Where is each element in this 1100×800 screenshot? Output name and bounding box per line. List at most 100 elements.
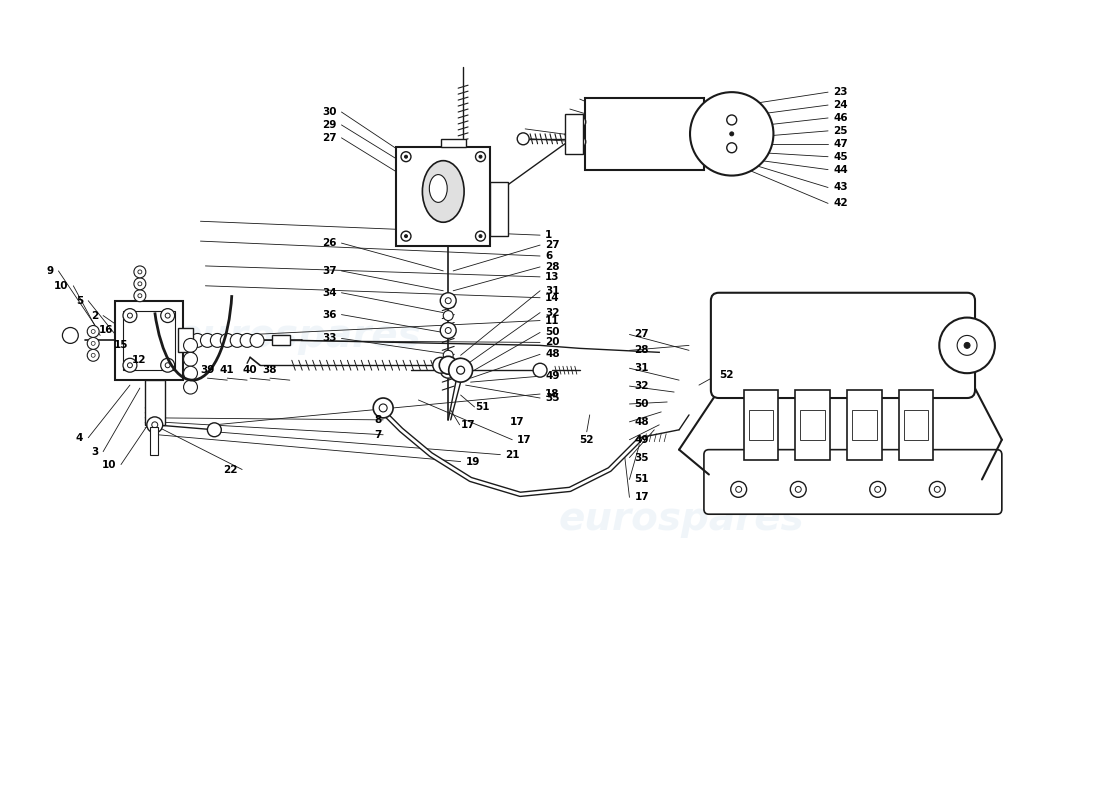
Circle shape xyxy=(934,486,940,492)
Circle shape xyxy=(795,486,801,492)
Circle shape xyxy=(123,309,136,322)
Text: 26: 26 xyxy=(322,238,337,248)
Text: 47: 47 xyxy=(833,138,848,149)
Circle shape xyxy=(402,152,411,162)
Text: 8: 8 xyxy=(374,415,382,425)
Circle shape xyxy=(517,133,529,145)
Bar xyxy=(116,301,183,380)
Circle shape xyxy=(402,231,411,241)
Circle shape xyxy=(146,417,163,433)
Circle shape xyxy=(128,362,132,368)
Circle shape xyxy=(405,234,407,238)
Text: 46: 46 xyxy=(833,113,848,123)
Text: 15: 15 xyxy=(113,340,128,350)
Text: 41: 41 xyxy=(220,366,234,375)
Bar xyxy=(150,427,157,454)
Text: 12: 12 xyxy=(131,355,146,366)
Bar xyxy=(396,146,491,246)
Text: 44: 44 xyxy=(833,165,848,174)
Circle shape xyxy=(690,92,773,175)
Circle shape xyxy=(494,222,504,231)
Text: 37: 37 xyxy=(322,266,337,276)
Circle shape xyxy=(729,132,734,136)
Bar xyxy=(744,390,779,459)
Circle shape xyxy=(790,482,806,498)
Text: 29: 29 xyxy=(322,120,337,130)
Text: 17: 17 xyxy=(635,492,649,502)
Circle shape xyxy=(496,194,500,198)
Circle shape xyxy=(87,350,99,362)
Text: 27: 27 xyxy=(322,133,337,143)
Circle shape xyxy=(184,338,198,352)
Text: 42: 42 xyxy=(833,198,848,208)
Text: 45: 45 xyxy=(833,152,848,162)
Circle shape xyxy=(496,210,500,214)
Text: 20: 20 xyxy=(544,338,560,347)
Circle shape xyxy=(730,482,747,498)
Text: 21: 21 xyxy=(505,450,520,460)
Text: 17: 17 xyxy=(510,417,525,427)
Circle shape xyxy=(184,352,198,366)
Text: 31: 31 xyxy=(544,286,560,296)
FancyBboxPatch shape xyxy=(704,450,1002,514)
Circle shape xyxy=(475,152,485,162)
Circle shape xyxy=(210,334,224,347)
Text: 2: 2 xyxy=(91,310,98,321)
Text: eurospares: eurospares xyxy=(176,318,421,355)
Circle shape xyxy=(478,155,482,158)
Text: 35: 35 xyxy=(635,453,649,462)
Circle shape xyxy=(373,398,393,418)
Circle shape xyxy=(446,327,451,334)
Text: 36: 36 xyxy=(322,310,337,319)
Text: 33: 33 xyxy=(322,334,337,343)
Circle shape xyxy=(964,342,970,348)
Text: 51: 51 xyxy=(475,402,490,412)
Circle shape xyxy=(87,326,99,338)
Circle shape xyxy=(439,356,458,374)
Text: 43: 43 xyxy=(833,182,848,193)
Text: 6: 6 xyxy=(544,251,552,261)
Bar xyxy=(795,390,830,459)
Text: 32: 32 xyxy=(544,308,560,318)
Circle shape xyxy=(574,116,585,128)
Text: 23: 23 xyxy=(833,87,847,97)
Circle shape xyxy=(128,313,132,318)
Text: 31: 31 xyxy=(635,363,649,374)
Text: 27: 27 xyxy=(635,330,649,339)
Circle shape xyxy=(578,119,582,125)
Circle shape xyxy=(134,278,146,290)
Text: 34: 34 xyxy=(322,288,337,298)
Circle shape xyxy=(240,334,254,347)
Circle shape xyxy=(405,155,407,158)
Circle shape xyxy=(184,366,198,380)
Circle shape xyxy=(736,486,741,492)
Circle shape xyxy=(446,298,451,304)
Text: 48: 48 xyxy=(635,417,649,427)
Circle shape xyxy=(134,290,146,302)
Text: 3: 3 xyxy=(91,446,98,457)
Circle shape xyxy=(138,294,142,298)
Text: 5: 5 xyxy=(76,296,84,306)
Bar xyxy=(585,98,704,170)
Text: 49: 49 xyxy=(635,434,649,445)
Circle shape xyxy=(475,231,485,241)
Bar xyxy=(491,182,508,236)
Circle shape xyxy=(134,266,146,278)
Text: 35: 35 xyxy=(544,393,560,403)
Circle shape xyxy=(161,358,175,372)
Circle shape xyxy=(123,358,136,372)
Text: 4: 4 xyxy=(76,433,84,442)
Text: 49: 49 xyxy=(544,371,560,381)
Text: 7: 7 xyxy=(374,430,382,440)
Circle shape xyxy=(874,486,881,492)
Ellipse shape xyxy=(429,174,448,202)
Circle shape xyxy=(161,309,175,322)
Circle shape xyxy=(443,350,453,360)
Text: 39: 39 xyxy=(200,366,214,375)
FancyBboxPatch shape xyxy=(711,293,975,398)
Text: 19: 19 xyxy=(465,457,480,466)
Circle shape xyxy=(165,362,170,368)
Circle shape xyxy=(957,335,977,355)
Bar xyxy=(441,139,466,146)
Bar xyxy=(145,380,165,425)
